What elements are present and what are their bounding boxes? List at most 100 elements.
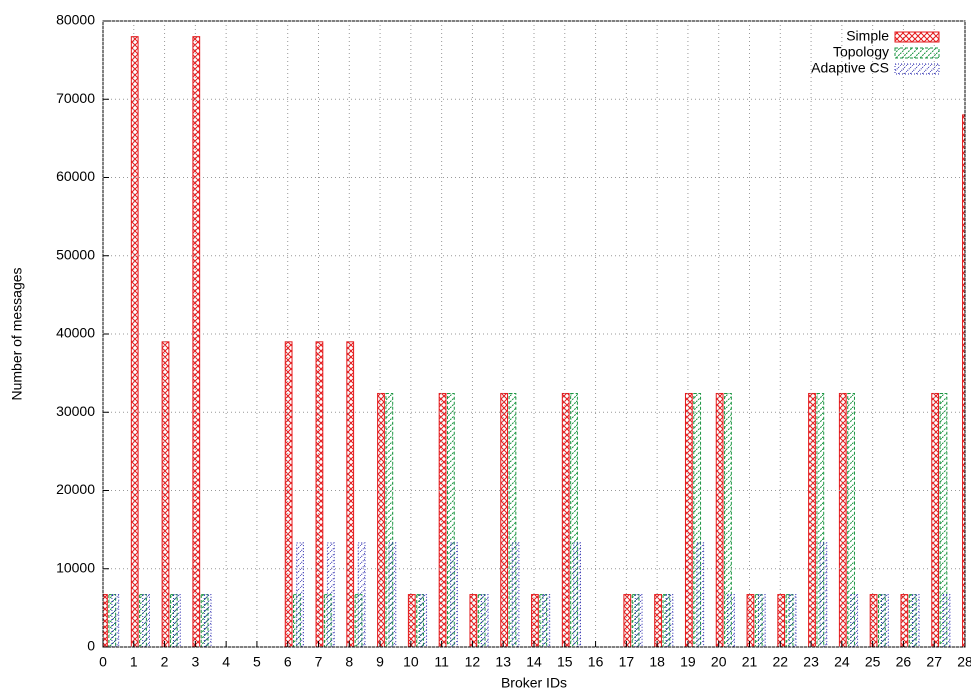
x-tick-label: 14: [526, 654, 542, 670]
bar: [378, 393, 385, 647]
bar: [574, 543, 581, 647]
bar: [173, 595, 180, 647]
bar: [358, 543, 365, 647]
bar: [778, 595, 785, 647]
bar: [512, 543, 519, 647]
y-tick-label: 10000: [56, 559, 95, 575]
bar: [193, 37, 200, 647]
bar: [747, 595, 754, 647]
bar: [963, 115, 970, 647]
x-tick-label: 10: [403, 654, 419, 670]
bar: [943, 595, 950, 647]
bar: [870, 595, 877, 647]
bar: [851, 595, 858, 647]
x-tick-label: 20: [711, 654, 727, 670]
bar: [820, 543, 827, 647]
x-tick-label: 7: [315, 654, 323, 670]
bar: [543, 595, 550, 647]
bar: [420, 595, 427, 647]
x-tick-label: 23: [803, 654, 819, 670]
bar: [685, 393, 692, 647]
x-axis-title: Broker IDs: [501, 675, 567, 691]
bar: [532, 595, 539, 647]
bar: [112, 595, 119, 647]
bar: [101, 595, 108, 647]
y-tick-label: 40000: [56, 325, 95, 341]
x-tick-label: 6: [284, 654, 292, 670]
x-tick-label: 18: [649, 654, 665, 670]
bar: [162, 342, 169, 647]
y-tick-label: 80000: [56, 12, 95, 28]
bar: [470, 595, 477, 647]
plot-area: [101, 37, 971, 647]
page: {"chart_data": {"type": "bar", "x_label"…: [0, 0, 971, 693]
bar: [131, 37, 138, 647]
y-tick-label: 60000: [56, 168, 95, 184]
x-tick-label: 0: [99, 654, 107, 670]
y-tick-label: 0: [87, 638, 95, 654]
legend-label: Simple: [846, 28, 889, 44]
x-tick-label: 16: [588, 654, 604, 670]
bar: [143, 595, 150, 647]
bar: [789, 595, 796, 647]
bar: [697, 543, 704, 647]
x-tick-label: 17: [619, 654, 635, 670]
x-tick-label: 28: [957, 654, 971, 670]
bar: [408, 595, 415, 647]
bar: [758, 595, 765, 647]
x-tick-label: 22: [772, 654, 788, 670]
bar: [635, 595, 642, 647]
bar: [809, 393, 816, 647]
y-tick-label: 20000: [56, 481, 95, 497]
x-tick-label: 25: [865, 654, 881, 670]
legend-label: Adaptive CS: [811, 60, 889, 76]
x-tick-label: 5: [253, 654, 261, 670]
legend-swatch: [895, 64, 939, 74]
bar: [439, 393, 446, 647]
bar: [285, 342, 292, 647]
bar: [204, 595, 211, 647]
x-tick-label: 27: [926, 654, 942, 670]
bar: [562, 393, 569, 647]
bar: [501, 393, 508, 647]
bar: [716, 393, 723, 647]
bar: [389, 543, 396, 647]
bar: [932, 393, 939, 647]
bar: [882, 595, 889, 647]
bar: [839, 393, 846, 647]
bar: [912, 595, 919, 647]
x-tick-label: 12: [465, 654, 481, 670]
bar: [347, 342, 354, 647]
x-tick-label: 26: [896, 654, 912, 670]
bar: [728, 595, 735, 647]
legend-swatch: [895, 32, 939, 42]
y-axis-title: Number of messages: [9, 267, 25, 400]
x-tick-label: 24: [834, 654, 850, 670]
x-tick-label: 3: [191, 654, 199, 670]
x-tick-label: 1: [130, 654, 138, 670]
bar: [655, 595, 662, 647]
bar: [316, 342, 323, 647]
x-tick-label: 15: [557, 654, 573, 670]
x-tick-label: 4: [222, 654, 230, 670]
y-tick-label: 30000: [56, 403, 95, 419]
x-tick-label: 9: [376, 654, 384, 670]
legend-label: Topology: [833, 44, 889, 60]
bar: [481, 595, 488, 647]
bar: [624, 595, 631, 647]
bar: [297, 543, 304, 647]
x-tick-label: 8: [345, 654, 353, 670]
bar: [451, 543, 458, 647]
chart: Broker IDs Number of messages 0 10000 2000…: [0, 0, 971, 693]
bar: [666, 595, 673, 647]
x-tick-label: 13: [495, 654, 511, 670]
x-tick-label: 19: [680, 654, 696, 670]
legend-swatch: [895, 48, 939, 58]
x-tick-label: 21: [742, 654, 758, 670]
y-tick-label: 70000: [56, 90, 95, 106]
x-tick-label: 2: [161, 654, 169, 670]
bar: [901, 595, 908, 647]
x-tick-label: 11: [434, 654, 449, 670]
y-tick-label: 50000: [56, 246, 95, 262]
bar: [327, 543, 334, 647]
